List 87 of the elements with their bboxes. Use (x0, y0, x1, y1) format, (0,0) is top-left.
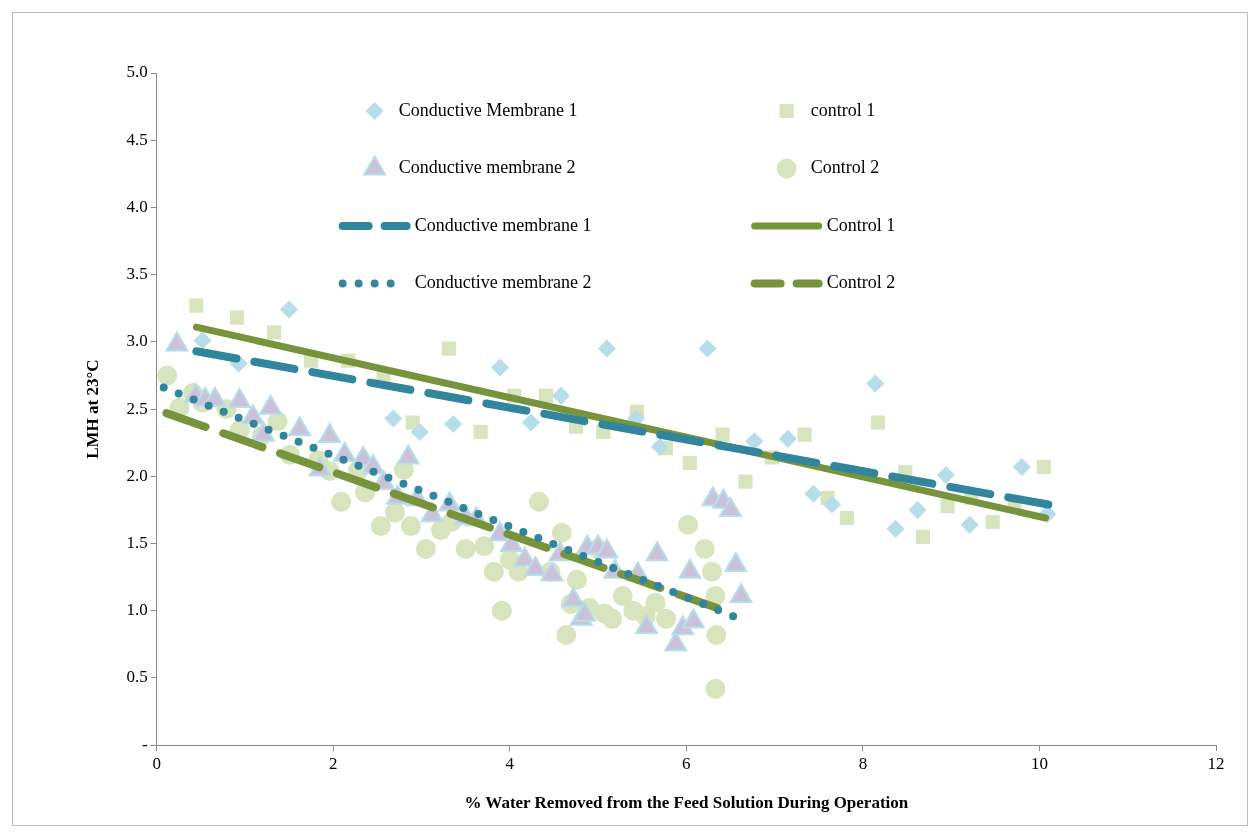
point (400, 516, 421, 537)
point (566, 569, 587, 590)
point (556, 624, 577, 645)
point (715, 427, 730, 442)
legend-label: control 1 (810, 99, 876, 120)
legend-label: Control 2 (826, 272, 896, 293)
point (797, 427, 812, 442)
point (694, 538, 715, 559)
point (193, 331, 212, 350)
point (455, 538, 476, 559)
y-tick-label: 4.5 (126, 129, 148, 149)
point (705, 678, 726, 699)
x-tick-label: 6 (682, 753, 691, 773)
y-tick-label: 3.0 (126, 331, 148, 351)
point (804, 484, 823, 503)
point (645, 592, 666, 613)
y-axis-title: LMH at 23°C (82, 359, 102, 459)
point (551, 386, 570, 405)
x-axis-title: % Water Removed from the Feed Solution During Operation (464, 793, 909, 813)
point (538, 388, 554, 403)
y-tick-label: 0.5 (126, 667, 148, 687)
y-tick-label: 5.0 (126, 62, 148, 82)
point (551, 522, 572, 543)
point (960, 515, 979, 534)
point (866, 374, 885, 393)
point (1036, 459, 1051, 474)
point (908, 500, 927, 519)
point (521, 413, 540, 432)
legend-label: Control 1 (826, 214, 896, 235)
point (473, 424, 488, 440)
point (474, 536, 495, 557)
point (483, 561, 504, 582)
point (1012, 457, 1031, 476)
point (822, 495, 841, 514)
point (528, 491, 549, 512)
point (444, 414, 463, 433)
y-tick-label: 4.0 (126, 196, 148, 216)
point (839, 510, 855, 526)
x-tick-label: 8 (858, 753, 868, 773)
point (384, 409, 403, 428)
y-tick-label: 2.0 (126, 465, 148, 485)
point (415, 538, 436, 559)
point (650, 437, 669, 456)
x-tick-label: 12 (1207, 753, 1225, 773)
y-tick-label: 1.5 (126, 533, 148, 553)
point (602, 608, 623, 629)
x-tick-label: 0 (152, 753, 161, 773)
point (701, 561, 722, 582)
y-tick-label: 2.5 (126, 398, 148, 418)
legend-label: Conductive Membrane 1 (398, 99, 578, 120)
point (915, 529, 930, 544)
point (612, 585, 633, 606)
point (157, 365, 178, 386)
point (738, 474, 753, 489)
point (678, 514, 699, 535)
point (331, 491, 352, 512)
legend-label: Conductive membrane 2 (414, 272, 592, 293)
point (189, 298, 204, 313)
point (682, 455, 697, 470)
point (370, 516, 391, 537)
point (491, 600, 512, 621)
point (266, 325, 282, 340)
point (870, 415, 885, 430)
point (985, 514, 1000, 530)
x-tick-label: 2 (328, 753, 338, 773)
legend-label: Control 2 (810, 157, 880, 178)
point (698, 339, 717, 358)
y-tick-label: - (141, 734, 148, 754)
legend-label: Conductive membrane 1 (414, 214, 592, 235)
point (491, 358, 510, 377)
point (385, 502, 405, 523)
x-tick-label: 10 (1030, 753, 1048, 773)
point (706, 624, 727, 645)
point (936, 465, 955, 484)
point (597, 339, 616, 358)
point (280, 300, 299, 319)
point (441, 341, 456, 356)
point (656, 608, 677, 629)
point (229, 310, 245, 325)
point (410, 422, 429, 441)
x-tick-label: 4 (505, 753, 515, 773)
point (886, 519, 905, 538)
legend-label: Conductive membrane 2 (398, 157, 576, 178)
y-tick-label: 1.0 (126, 600, 148, 620)
point (778, 429, 797, 448)
y-tick-label: 3.5 (126, 264, 148, 284)
point (940, 498, 955, 513)
